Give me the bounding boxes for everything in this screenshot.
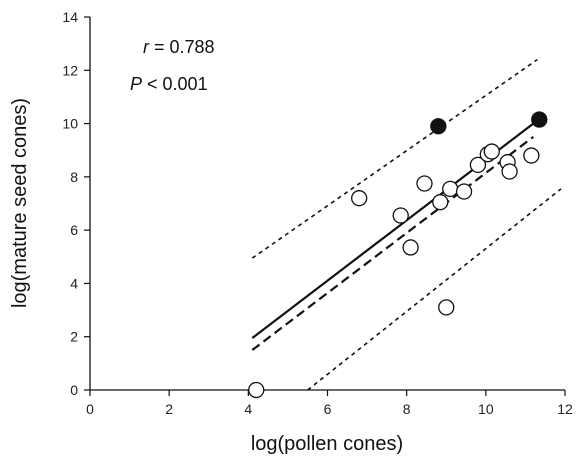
x-tick-label: 10 xyxy=(478,401,494,417)
open-data-point xyxy=(457,184,472,199)
open-data-point xyxy=(502,164,517,179)
open-data-point xyxy=(352,191,367,206)
x-tick-label: 0 xyxy=(86,401,94,417)
open-data-point xyxy=(439,300,454,315)
x-tick-label: 2 xyxy=(165,401,173,417)
open-data-point xyxy=(443,181,458,196)
x-tick-label: 8 xyxy=(403,401,411,417)
open-data-point xyxy=(403,240,418,255)
open-data-point xyxy=(417,176,432,191)
x-tick-label: 12 xyxy=(557,401,573,417)
p-annotation: P < 0.001 xyxy=(130,74,208,94)
filled-data-point xyxy=(431,119,446,134)
y-tick-label: 0 xyxy=(70,382,78,398)
r-value: = 0.788 xyxy=(149,37,215,57)
tick-labels: 0 2 4 6 8 10 12 0 2 4 6 8 10 12 14 xyxy=(62,9,573,417)
open-data-point xyxy=(484,144,499,159)
x-tick-label: 4 xyxy=(244,401,252,417)
y-tick-label: 14 xyxy=(62,9,78,25)
filled-data-point xyxy=(532,112,547,127)
y-axis-title: log(mature seed cones) xyxy=(9,98,31,308)
open-data-point xyxy=(393,208,408,223)
fit-lines xyxy=(252,60,561,390)
axes xyxy=(90,17,565,390)
p-value: < 0.001 xyxy=(142,74,208,94)
y-tick-label: 12 xyxy=(62,62,78,78)
x-tick-label: 6 xyxy=(324,401,332,417)
data-points xyxy=(249,112,547,397)
open-data-point xyxy=(249,383,264,398)
open-data-point xyxy=(433,195,448,210)
r-annotation: r = 0.788 xyxy=(143,37,215,57)
y-tick-label: 10 xyxy=(62,116,78,132)
y-tick-label: 6 xyxy=(70,222,78,238)
p-symbol: P xyxy=(130,74,142,94)
open-data-point xyxy=(524,148,539,163)
dotted-line xyxy=(308,189,561,390)
y-tick-label: 8 xyxy=(70,169,78,185)
x-axis-title: log(pollen cones) xyxy=(251,433,403,455)
y-tick-label: 2 xyxy=(70,329,78,345)
y-tick-label: 4 xyxy=(70,275,78,291)
